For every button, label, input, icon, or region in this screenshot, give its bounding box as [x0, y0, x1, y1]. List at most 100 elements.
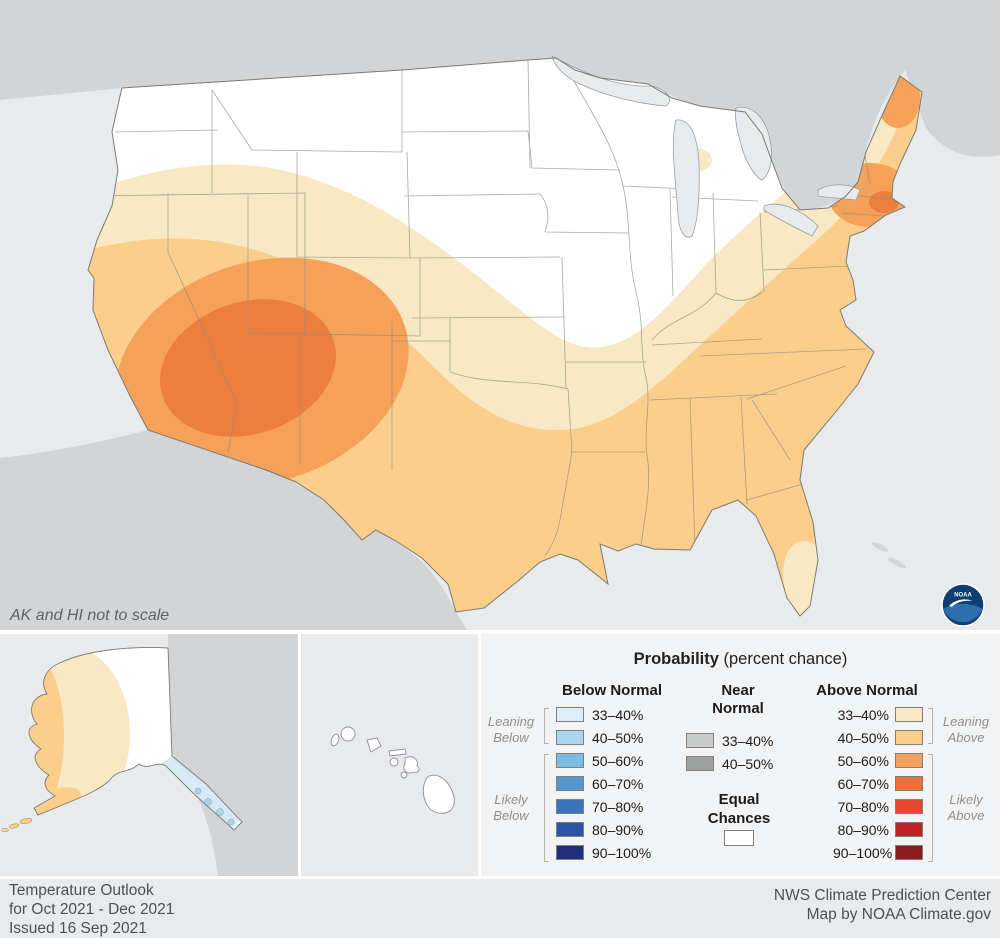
above-normal-rows: 33–40% 40–50% 50–60% 60–70% 70–80% 80–90… [833, 706, 923, 861]
likely-below-bracket [544, 754, 549, 862]
likely-above-bracket [928, 754, 933, 862]
conus-map: AK and HI not to scale NOAA [0, 0, 1000, 632]
below-swatch [556, 707, 584, 722]
legend-row-label: 60–70% [837, 775, 889, 792]
hawaii-map-svg [301, 634, 478, 876]
legend-row-label: 70–80% [837, 798, 889, 815]
legend-row: 33–40% [556, 706, 651, 723]
near-normal-header: Near Normal [712, 682, 764, 717]
region-above-60-new-england [869, 191, 899, 213]
legend-row: 90–100% [556, 844, 651, 861]
equal-chances-swatch [724, 830, 754, 846]
leaning-below-label: Leaning Below [487, 714, 535, 745]
lake-michigan [673, 119, 700, 238]
alaska-map-svg [0, 634, 298, 876]
legend-row-label: 33–40% [592, 706, 644, 723]
aleutian-island [8, 823, 20, 829]
scale-note: AK and HI not to scale [10, 607, 170, 624]
ak-panhandle-islands [194, 787, 235, 826]
legend-row: 90–100% [833, 844, 923, 861]
aleutian-island [1, 827, 9, 833]
legend-row: 50–60% [556, 752, 651, 769]
legend-row: 50–60% [833, 752, 923, 769]
aleutian-island [19, 818, 33, 824]
leaning-above-label: Leaning Above [942, 714, 990, 745]
below-normal-header: Below Normal [561, 682, 663, 699]
footer-issued: Issued 16 Sep 2021 [9, 920, 147, 937]
footer-left: Temperature Outlook for Oct 2021 - Dec 2… [9, 881, 174, 938]
above-swatch [895, 776, 923, 791]
footer-title: Temperature Outlook [9, 882, 154, 899]
legend-row-label: 40–50% [722, 755, 774, 772]
legend-row-label: 80–90% [592, 821, 644, 838]
canada-landmass [0, 0, 1000, 210]
legend-row-label: 90–100% [592, 844, 652, 861]
likely-below-label: Likely Below [493, 792, 529, 823]
alaska-outline [28, 647, 243, 831]
canada-landmass-ak [168, 634, 298, 876]
legend-row: 60–70% [833, 775, 923, 792]
below-swatch [556, 753, 584, 768]
below-swatch [556, 822, 584, 837]
ak-region-above-40-peninsula [29, 787, 81, 817]
legend-title-bold: Probability [633, 650, 719, 668]
above-swatch [895, 707, 923, 722]
ak-island [216, 808, 224, 816]
above-swatch [895, 753, 923, 768]
legend-row: 33–40% [686, 732, 773, 749]
below-normal-rows: 33–40% 40–50% 50–60% 60–70% 70–80% 80–90… [556, 706, 651, 861]
island-kahoolawe [400, 771, 408, 779]
legend-row-label: 50–60% [592, 752, 644, 769]
hawaii-inset [301, 634, 478, 876]
legend-row: 80–90% [833, 821, 923, 838]
legend-row-label: 80–90% [837, 821, 889, 838]
legend-row: 40–50% [833, 729, 923, 746]
footer-credit: Map by NOAA Climate.gov [806, 906, 991, 923]
noaa-logo-svg: NOAA [941, 583, 985, 627]
legend-row-label: 60–70% [592, 775, 644, 792]
great-lakes [551, 55, 861, 238]
legend-row: 33–40% [833, 706, 923, 723]
above-swatch [895, 730, 923, 745]
above-swatch [895, 799, 923, 814]
equal-chances-label: Equal Chances [707, 791, 771, 827]
legend-row: 60–70% [556, 775, 651, 792]
bahamas-island [871, 542, 889, 552]
above-normal-header: Above Normal [816, 682, 918, 699]
ak-island [204, 798, 212, 806]
legend-row-label: 90–100% [833, 844, 893, 861]
lake-erie [763, 203, 819, 237]
legend-title-rest: (percent chance) [718, 650, 848, 668]
legend-title: Probability (percent chance) [481, 650, 1000, 669]
noaa-logo: NOAA [941, 583, 985, 627]
island-lanai [389, 757, 399, 767]
near-swatch [686, 756, 714, 771]
legend-row-label: 40–50% [592, 729, 644, 746]
above-swatch [895, 822, 923, 837]
lake-ontario [817, 184, 861, 201]
noaa-logo-gull [949, 599, 972, 607]
ak-island [227, 818, 235, 826]
legend-panel: Probability (percent chance) Below Norma… [481, 634, 1000, 876]
footer-source: NWS Climate Prediction Center [773, 887, 991, 904]
footer-right: NWS Climate Prediction Center Map by NOA… [774, 886, 991, 924]
below-swatch [556, 776, 584, 791]
island-kauai [340, 726, 356, 742]
legend-row-label: 33–40% [837, 706, 889, 723]
island-niihau [330, 733, 340, 747]
below-swatch [556, 799, 584, 814]
island-hawaii [422, 774, 455, 814]
bahamas-island [888, 557, 906, 569]
hawaiian-islands [330, 726, 455, 814]
noaa-logo-text: NOAA [954, 593, 972, 599]
state-borders [88, 59, 894, 557]
legend-row-label: 40–50% [837, 729, 889, 746]
noaa-logo-ocean [943, 603, 983, 623]
below-swatch [556, 730, 584, 745]
likely-above-label: Likely Above [947, 792, 985, 823]
below-swatch [556, 845, 584, 860]
legend-row: 70–80% [833, 798, 923, 815]
ak-island [194, 787, 202, 795]
legend-row: 40–50% [556, 729, 651, 746]
legend-row-label: 33–40% [722, 732, 774, 749]
